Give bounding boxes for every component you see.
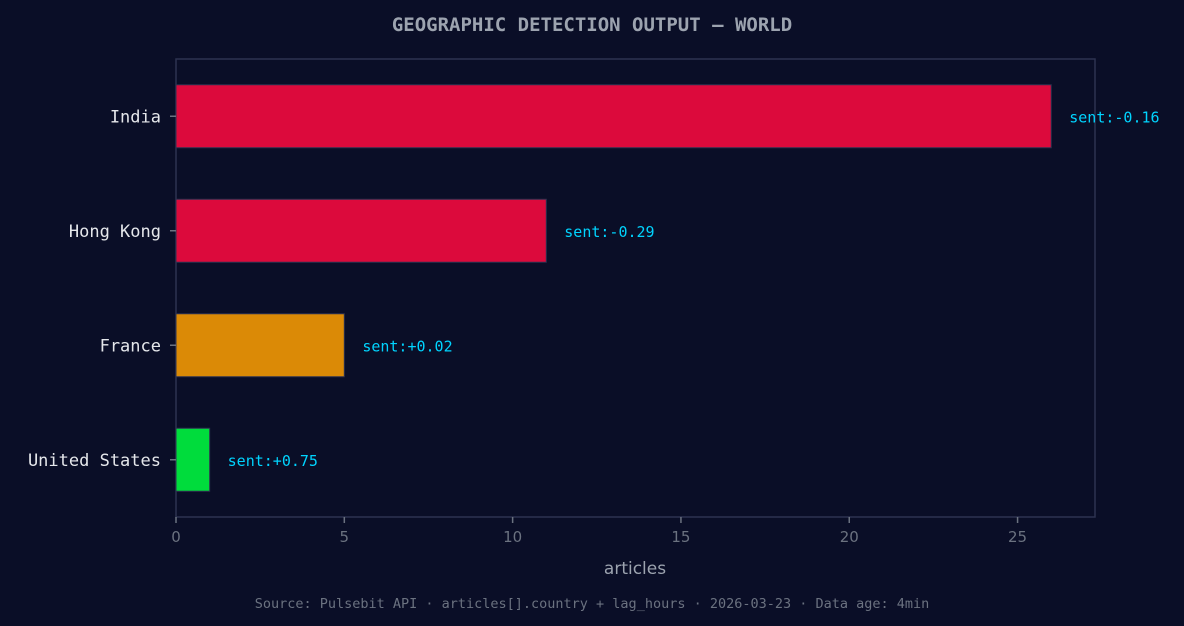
x-tick-label: 5 — [340, 528, 350, 546]
plot-area-frame — [175, 58, 1096, 518]
data-label-france: sent:+0.02 — [362, 337, 452, 355]
x-axis-label: articles — [604, 559, 666, 579]
y-tick-label-india: India — [110, 107, 161, 127]
y-tick-label-france: France — [100, 336, 161, 356]
x-tick-label: 20 — [840, 528, 859, 546]
bar-hong-kong — [175, 198, 547, 263]
x-tick-label: 15 — [671, 528, 690, 546]
x-tick-label: 0 — [171, 528, 181, 546]
data-label-india: sent:-0.16 — [1069, 108, 1159, 126]
bar-france — [175, 313, 345, 378]
y-tick-label-united-states: United States — [28, 451, 161, 471]
chart-title: GEOGRAPHIC DETECTION OUTPUT — WORLD — [392, 14, 792, 36]
y-tick-label-hong-kong: Hong Kong — [69, 222, 161, 242]
data-label-united-states: sent:+0.75 — [228, 452, 318, 470]
x-tick-label: 10 — [503, 528, 522, 546]
data-label-hong-kong: sent:-0.29 — [564, 223, 654, 241]
bar-india — [175, 84, 1052, 149]
x-tick-label: 25 — [1008, 528, 1027, 546]
bar-united-states — [175, 427, 211, 492]
source-footer: Source: Pulsebit API · articles[].countr… — [255, 596, 930, 612]
